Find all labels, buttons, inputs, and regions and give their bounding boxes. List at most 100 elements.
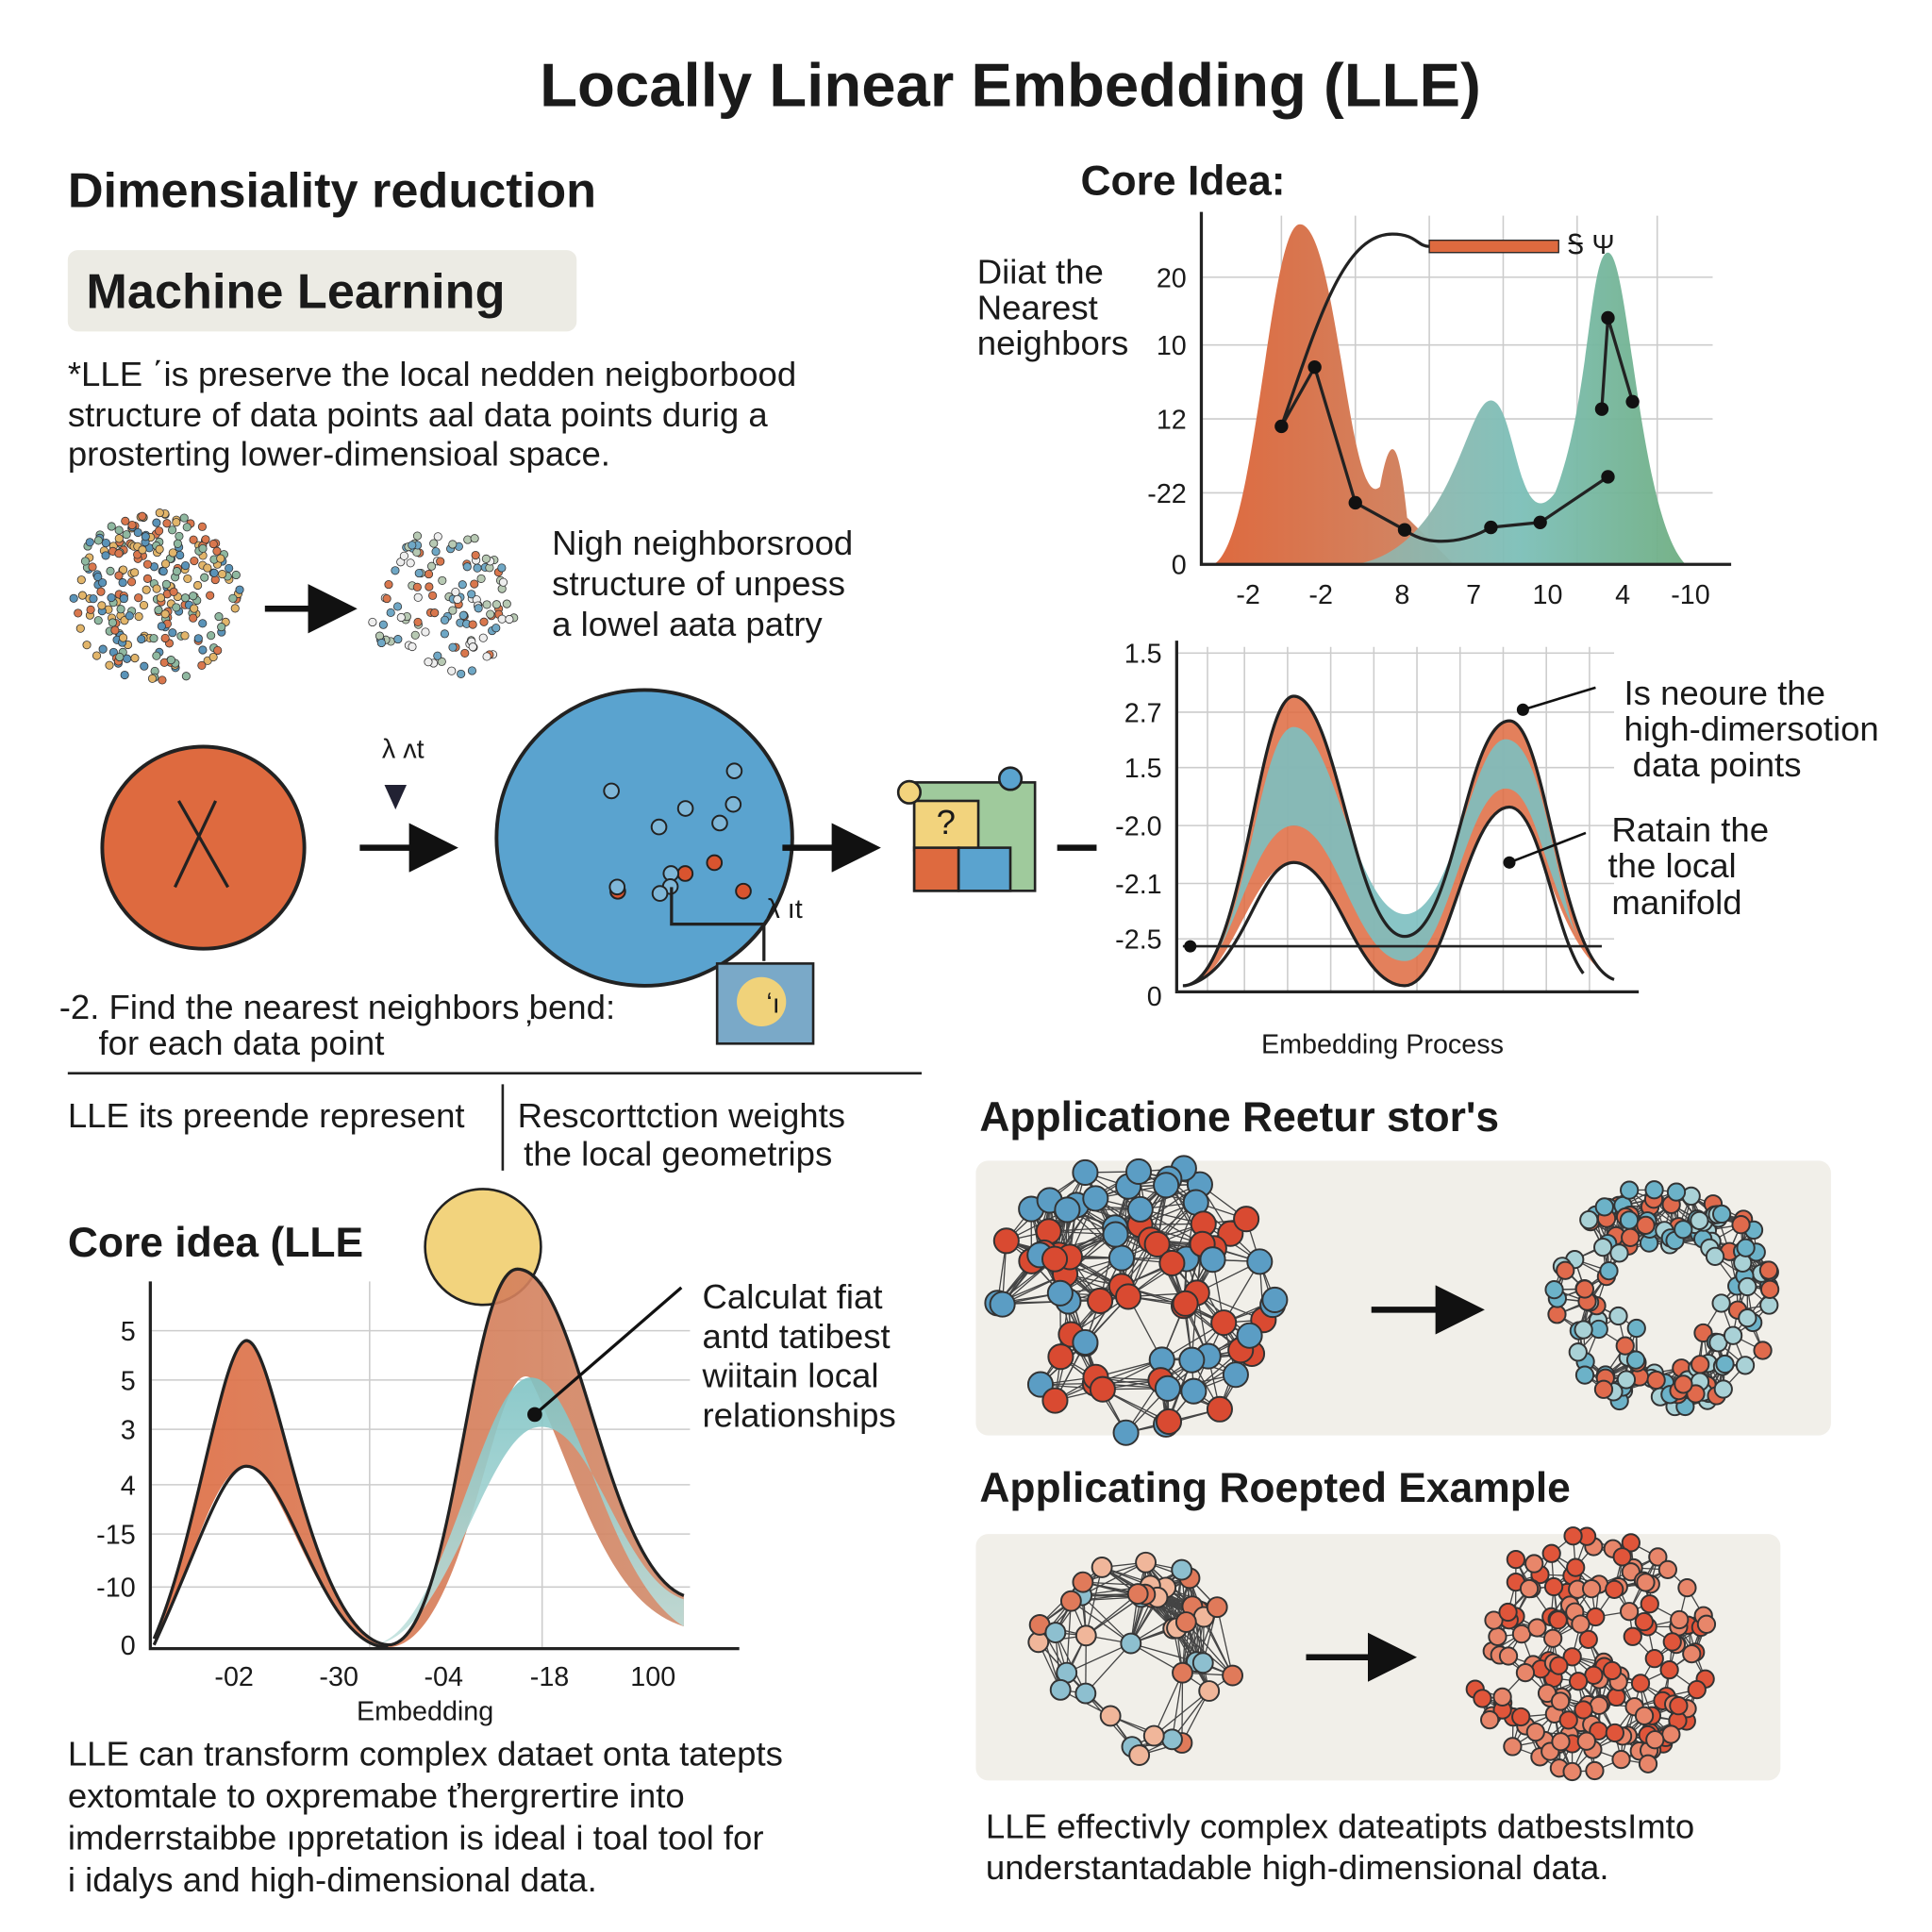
- node: [106, 566, 115, 575]
- node: [207, 631, 216, 641]
- node: [206, 591, 215, 600]
- node: [122, 530, 131, 540]
- link: [1130, 1642, 1197, 1663]
- node: [433, 651, 442, 660]
- node: [1693, 1323, 1713, 1343]
- node: [467, 590, 476, 599]
- node: [1759, 1295, 1779, 1315]
- node: [179, 513, 189, 523]
- node: [433, 532, 442, 541]
- y-tick-label: 0: [1147, 982, 1162, 1012]
- node: [1246, 1248, 1274, 1275]
- peak: [1213, 224, 1455, 565]
- node: [142, 585, 151, 594]
- node: [197, 660, 207, 670]
- link: [1070, 1600, 1132, 1644]
- node: [1172, 1290, 1199, 1317]
- peak: [1355, 252, 1686, 565]
- node: [1174, 1611, 1197, 1633]
- node: [147, 674, 158, 683]
- node: [1713, 1379, 1733, 1399]
- node: [1041, 1245, 1069, 1273]
- node: [1711, 1293, 1731, 1313]
- node: [424, 658, 433, 667]
- node: [180, 631, 190, 641]
- node: [172, 567, 182, 576]
- node: [1669, 1696, 1689, 1716]
- node: [155, 544, 164, 554]
- cross: [173, 800, 230, 889]
- point: [1601, 310, 1615, 325]
- node: [134, 611, 143, 622]
- link: [1171, 1673, 1184, 1740]
- node: [190, 604, 199, 613]
- y-tick-label: 0: [1172, 551, 1187, 581]
- leader: [533, 1286, 683, 1416]
- node: [1135, 1551, 1157, 1574]
- node: [1124, 1158, 1153, 1185]
- node: [1634, 1611, 1654, 1632]
- node: [105, 660, 114, 670]
- node: [1599, 1261, 1619, 1281]
- knot-node: [603, 782, 620, 800]
- x-label: Embedding: [357, 1696, 493, 1726]
- node: [1666, 1182, 1687, 1202]
- node: [69, 593, 78, 603]
- intro: *LLE ΄is preserve the local nedden neigb…: [68, 355, 796, 393]
- node: [181, 560, 191, 571]
- node: [1581, 1579, 1602, 1599]
- node: [1690, 1210, 1709, 1230]
- node: [200, 573, 209, 582]
- node: [120, 670, 129, 680]
- node: [157, 622, 166, 631]
- node: [1091, 1556, 1113, 1578]
- node: [1566, 1557, 1586, 1577]
- y-tick-label: 2.7: [1124, 698, 1162, 728]
- node: [1662, 1632, 1682, 1652]
- node: [197, 522, 207, 531]
- node: [412, 547, 422, 558]
- y-tick-label: 0: [121, 1631, 136, 1661]
- node: [1568, 1672, 1589, 1691]
- node: [198, 619, 208, 628]
- title: Locally Linear Embedding (LLE): [540, 50, 1481, 119]
- node: [175, 531, 184, 541]
- note: the local: [1607, 846, 1736, 885]
- node: [181, 672, 191, 681]
- node: [108, 618, 117, 627]
- y-tick-label: 10: [1157, 331, 1187, 361]
- node: [1210, 1309, 1238, 1337]
- node: [1723, 1325, 1743, 1345]
- node: [1515, 1662, 1536, 1683]
- node: [1115, 1283, 1142, 1310]
- curve: [152, 1464, 389, 1649]
- node: [406, 558, 415, 568]
- node: [119, 594, 128, 604]
- node: [421, 627, 430, 637]
- node: [212, 546, 222, 556]
- node: [1645, 1730, 1665, 1750]
- cluster: [1027, 1526, 1717, 1782]
- node: [1753, 1341, 1773, 1360]
- node: [1143, 1230, 1171, 1258]
- link: [1181, 1673, 1184, 1743]
- tag-box: [67, 250, 577, 332]
- node: [1172, 1661, 1193, 1684]
- heading: Applicating Roepted Example: [979, 1465, 1571, 1511]
- point: [1307, 360, 1322, 375]
- node: [182, 523, 192, 532]
- node: [467, 666, 476, 675]
- annotation: neighbors: [977, 324, 1129, 362]
- node: [96, 587, 106, 596]
- box: [957, 846, 1012, 892]
- knot-node: [608, 878, 626, 896]
- node: [437, 657, 446, 666]
- node: [1108, 1244, 1135, 1272]
- node: [123, 654, 132, 663]
- connector: [670, 887, 766, 961]
- dot: [1184, 940, 1197, 953]
- node: [1541, 1543, 1561, 1563]
- annotation: antd tatibest: [702, 1317, 890, 1356]
- y-tick-label: 20: [1157, 263, 1187, 293]
- link: [1082, 1561, 1146, 1583]
